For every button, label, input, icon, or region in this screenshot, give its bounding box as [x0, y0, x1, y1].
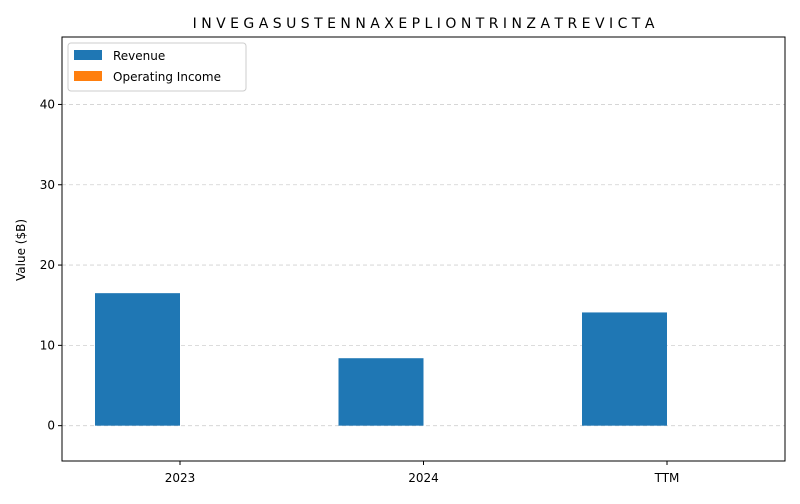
bar-revenue	[95, 293, 180, 426]
legend-swatch-operating-income	[74, 71, 102, 81]
y-tick-label: 30	[40, 178, 55, 192]
plot-frame	[61, 36, 786, 462]
x-tick-label: TTM	[654, 471, 680, 485]
chart-title: I N V E G A S U S T E N N A X E P L I O …	[193, 16, 655, 32]
y-tick-label: 0	[47, 419, 55, 433]
bar-revenue	[582, 312, 667, 426]
legend-frame	[67, 42, 247, 92]
y-axis-label: Value ($B)	[14, 219, 28, 281]
x-tick-label: 2023	[165, 471, 196, 485]
bar-revenue	[338, 358, 424, 426]
bars	[95, 293, 667, 426]
legend-label-revenue: Revenue	[113, 49, 165, 63]
legend-swatch-revenue	[74, 50, 102, 60]
legend-label-operating-income: Operating Income	[113, 70, 221, 84]
x-tick-label: 2024	[408, 471, 439, 485]
y-tick-label: 20	[40, 258, 55, 272]
legend: Revenue Operating Income	[67, 42, 247, 92]
y-tick-label: 10	[40, 338, 55, 352]
y-ticks: 0 10 20 30 40	[40, 97, 62, 433]
y-tick-label: 40	[40, 97, 55, 111]
x-ticks: 2023 2024 TTM	[165, 461, 680, 485]
